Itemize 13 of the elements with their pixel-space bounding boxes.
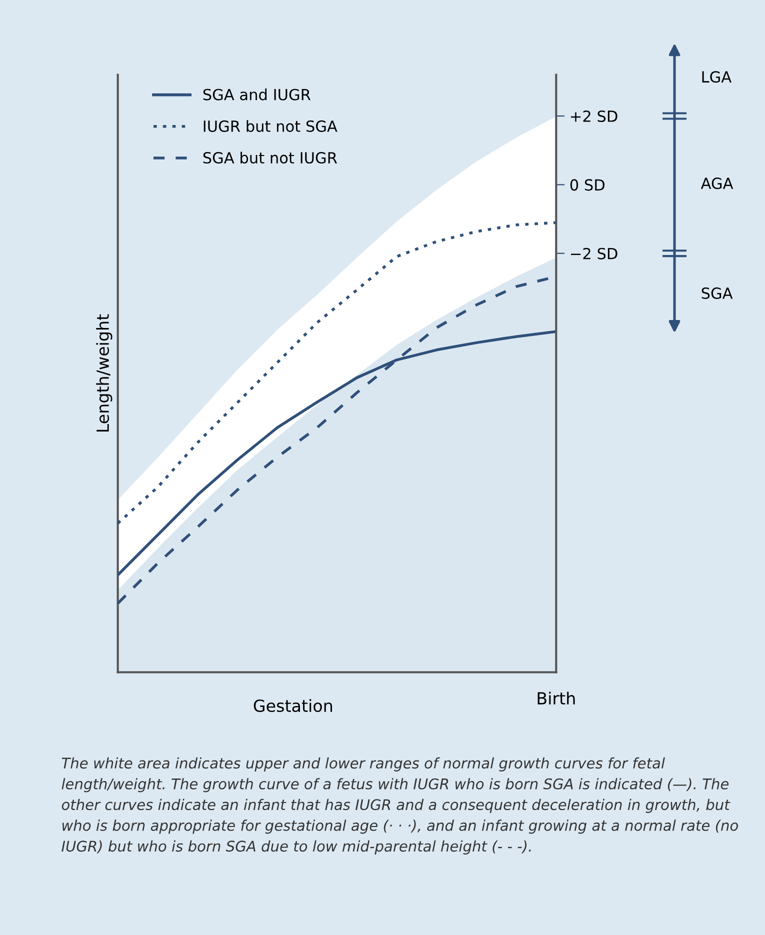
legend-label: SGA but not IUGR [203, 152, 338, 164]
text: AGA [700, 178, 734, 190]
legend-label: IUGR but not SGA [204, 120, 338, 132]
y2-tick-label: +2 SD [570, 110, 618, 122]
text: LGA [702, 71, 732, 83]
x-axis-title: Gestation [254, 699, 332, 712]
y2-tick-label: −2 SD [570, 248, 618, 260]
text: SGA [702, 287, 733, 299]
legend-label: SGA and IUGR [203, 88, 311, 100]
y-axis-title: Length/weight [96, 314, 112, 432]
text: The white area indicates upper and lower ranges of normal growth curves for fetal length/weight. The growth curve of a fetus with IUGR who is born SGA is indicated (—). The other curves indicate an infant that has IUGR and a consequent deceleration in growth, but who is born appropriate for gestational age (· · ·), and an infant growing at a normal rate (no IUGR) but who is born SGA due to low mid-parental height (- - -). [62, 757, 738, 855]
y2-tick-label: 0 SD [570, 179, 604, 191]
x-tick-label: Birth [538, 692, 575, 704]
